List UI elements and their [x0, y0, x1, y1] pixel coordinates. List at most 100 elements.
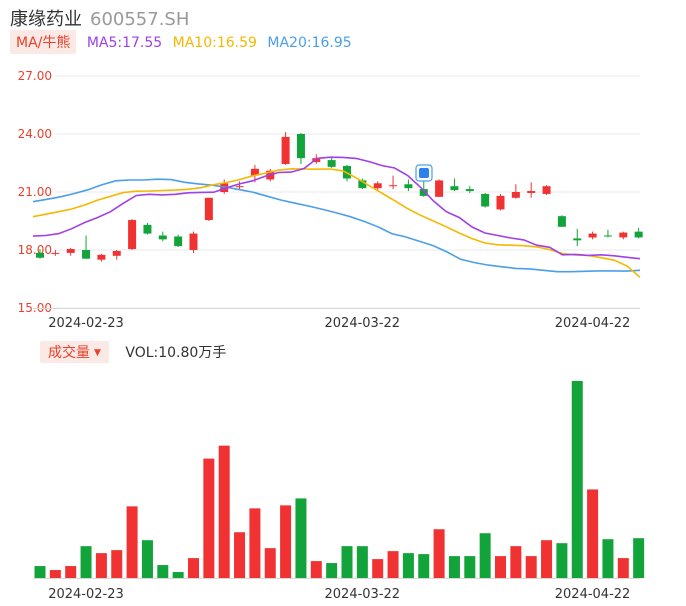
- volume-bar: [617, 558, 629, 578]
- candle-body: [619, 232, 628, 238]
- volume-bar: [95, 553, 107, 578]
- volume-legend: 成交量 ▼ VOL:10.80万手: [40, 341, 227, 363]
- candle-body: [250, 168, 259, 176]
- candle-body: [143, 224, 152, 234]
- candle-body: [358, 180, 367, 189]
- ma5-label: MA5:17.55: [86, 35, 163, 51]
- candle-body: [51, 252, 60, 254]
- candle-body: [573, 238, 582, 241]
- candle-body: [389, 185, 398, 187]
- candle-body: [373, 183, 382, 189]
- volume-bar: [234, 532, 246, 578]
- event-marker-icon: [419, 168, 429, 178]
- stock-title: 康缘药业 600557.SH: [10, 5, 189, 31]
- x-tick-label: 2024-02-23: [48, 316, 124, 331]
- volume-bar: [65, 566, 77, 578]
- candle-body: [634, 231, 643, 238]
- volume-bar: [479, 533, 491, 578]
- volume-bar: [510, 546, 522, 578]
- volume-indicator-selector[interactable]: 成交量 ▼: [40, 341, 109, 363]
- candle-body: [66, 249, 75, 253]
- volume-bar: [587, 489, 599, 578]
- candle-body: [112, 250, 121, 256]
- volume-bar: [188, 558, 199, 578]
- volume-bar: [372, 559, 384, 578]
- volume-bar: [402, 553, 414, 578]
- volume-bar: [341, 546, 353, 578]
- candle-body: [312, 158, 321, 163]
- ma20-line: [32, 178, 641, 273]
- ma10-label: MA10:16.59: [172, 35, 257, 51]
- volume-bar: [172, 572, 184, 578]
- volume-bar: [49, 570, 61, 578]
- volume-bar: [541, 540, 553, 578]
- candle-body: [465, 189, 474, 192]
- event-marker-frame: [415, 164, 433, 182]
- candle-body: [97, 254, 106, 260]
- volume-bar: [433, 529, 445, 578]
- x-tick-label: 2024-02-23: [48, 587, 124, 602]
- candle-body: [36, 252, 44, 258]
- volume-bar: [34, 566, 46, 578]
- volume-bar: [141, 540, 153, 578]
- volume-bar: [602, 539, 614, 578]
- candle-body: [588, 233, 597, 238]
- volume-bar: [571, 380, 583, 578]
- ma-legend: MA/牛熊 MA5:17.55 MA10:16.59 MA20:16.95: [10, 30, 352, 54]
- volume-bar: [218, 445, 230, 578]
- volume-bar: [310, 561, 322, 578]
- volume-bar: [556, 543, 568, 578]
- candle-body: [404, 184, 413, 189]
- volume-bar: [464, 556, 476, 578]
- volume-bar: [525, 556, 537, 578]
- candle-body: [542, 186, 551, 194]
- candle-body: [527, 191, 536, 193]
- volume-bar: [356, 546, 368, 578]
- volume-bar: [264, 548, 276, 578]
- ma-indicator-selector[interactable]: MA/牛熊: [10, 30, 77, 54]
- volume-value: VOL:10.80万手: [125, 345, 227, 361]
- volume-bar: [418, 554, 430, 578]
- volume-bar: [448, 556, 460, 578]
- candle-body: [158, 235, 167, 240]
- stock-name: 康缘药业: [10, 9, 82, 30]
- x-tick-label: 2024-04-22: [555, 587, 631, 602]
- y-tick-label: 24.00: [18, 127, 52, 141]
- candle-body: [603, 235, 612, 237]
- volume-bar: [633, 538, 645, 578]
- candle-body: [82, 250, 91, 259]
- candle-body: [496, 195, 505, 210]
- volume-bar: [295, 498, 307, 578]
- ma10-line: [32, 167, 641, 278]
- ma20-label: MA20:16.95: [267, 35, 352, 51]
- stock-code: 600557.SH: [90, 9, 190, 30]
- volume-bar: [157, 565, 169, 578]
- x-tick-label: 2024-04-22: [555, 316, 631, 331]
- ma5-line: [32, 156, 641, 260]
- volume-bar: [203, 458, 215, 578]
- candle-body: [189, 233, 198, 250]
- candle-body: [419, 189, 428, 196]
- y-tick-label: 27.00: [18, 69, 52, 83]
- volume-bar: [495, 556, 506, 578]
- candle-body: [204, 197, 213, 221]
- y-tick-label: 18.00: [18, 243, 52, 257]
- candle-body: [327, 160, 336, 167]
- candle-body: [128, 220, 137, 250]
- x-tick-label: 2024-03-22: [325, 316, 401, 331]
- candle-body: [557, 216, 566, 227]
- volume-bar: [249, 508, 261, 578]
- volume-bar: [126, 506, 138, 578]
- candle-body: [281, 136, 290, 164]
- volume-tag-label: 成交量: [48, 345, 90, 361]
- candle-body: [435, 180, 444, 197]
- candle-body: [296, 134, 305, 159]
- candle-body: [174, 236, 183, 247]
- volume-bar: [387, 551, 399, 578]
- candle-body: [235, 186, 244, 188]
- caret-down-icon: ▼: [94, 348, 101, 358]
- volume-bar: [80, 546, 92, 578]
- candle-body: [450, 186, 459, 191]
- volume-bar: [326, 563, 338, 578]
